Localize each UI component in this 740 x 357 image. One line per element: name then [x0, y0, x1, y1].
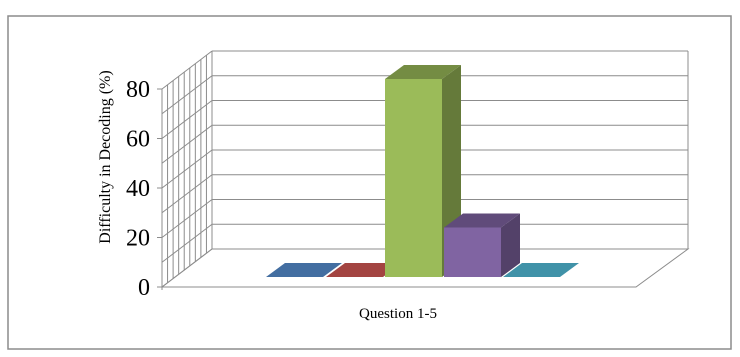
bar-front — [444, 227, 501, 277]
gridline-side — [161, 124, 213, 164]
bars-group — [266, 65, 579, 277]
gridline-side — [161, 248, 213, 288]
gridline-side — [161, 149, 213, 189]
gridline-side — [161, 75, 213, 115]
gridline-side — [161, 199, 213, 238]
y-tick-label: 80 — [126, 77, 150, 103]
gridline-side — [161, 100, 213, 139]
y-tick-label: 0 — [138, 275, 150, 301]
bar — [385, 65, 461, 277]
gridline-side — [161, 174, 213, 214]
y-tick-label: 20 — [126, 226, 150, 252]
bar-top — [326, 263, 402, 277]
x-axis-label: Question 1-5 — [359, 306, 437, 322]
y-tick-label: 40 — [126, 176, 150, 202]
bar — [266, 263, 342, 277]
bar-side — [501, 213, 520, 277]
y-tick-label: 60 — [126, 127, 150, 153]
bar-top — [266, 263, 342, 277]
bar — [326, 263, 402, 277]
gridline-side — [161, 50, 213, 90]
bar — [503, 263, 579, 277]
y-axis-ticks: 0 20 40 60 80 — [126, 77, 162, 301]
gridline-side — [161, 223, 213, 263]
chart-border — [7, 15, 732, 350]
bar-top — [444, 213, 520, 228]
bar — [444, 213, 520, 277]
bar-top — [503, 263, 579, 277]
y-axis-label: Difficulty in Decoding (%) — [97, 70, 114, 243]
bar-top — [385, 65, 461, 79]
bar-front — [385, 79, 442, 277]
